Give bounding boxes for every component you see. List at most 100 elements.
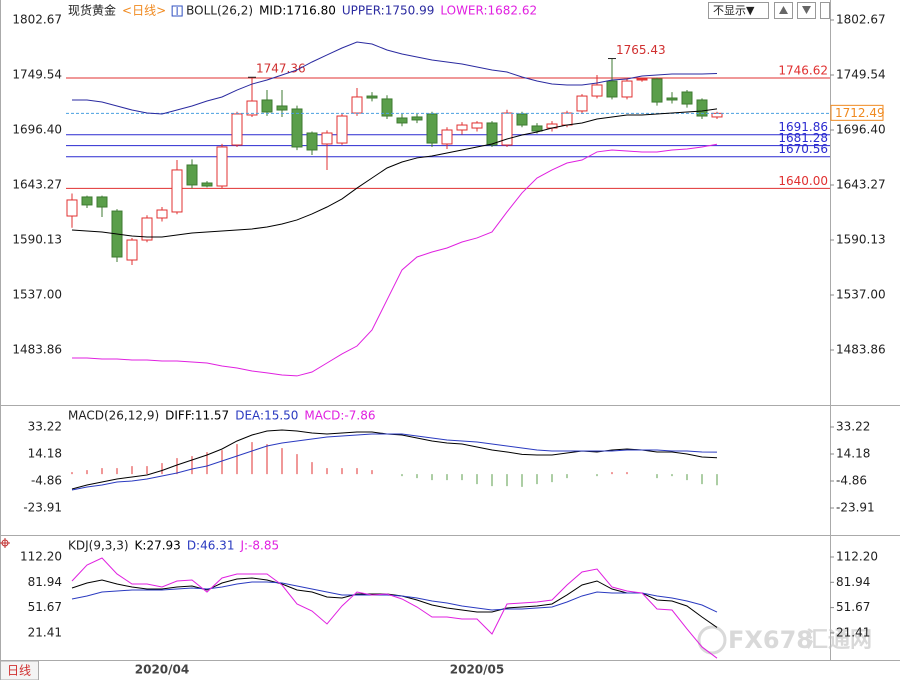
- series-line: [72, 41, 718, 115]
- candle-body: [606, 80, 618, 98]
- panel-title: 现货黄金: [68, 3, 116, 18]
- y-tick-label: 1537.00: [12, 287, 62, 301]
- annotation: 1765.43: [616, 43, 666, 57]
- y-tick-label: 81.94: [836, 575, 870, 589]
- indicator-label: BOLL(26,2): [186, 4, 253, 18]
- watermark: FX678 汇通网: [697, 625, 872, 655]
- candle-body: [351, 96, 363, 114]
- last-price-box: [830, 104, 884, 121]
- candle-body: [396, 117, 408, 124]
- candle-body: [291, 108, 303, 148]
- level-label: 1670.56: [778, 142, 828, 156]
- y-tick-label: 14.18: [28, 446, 62, 460]
- candle-body: [231, 113, 243, 146]
- panel: 112.20 112.20 81.94 81.94 51.67 51.67 21.41 21.…: [20, 539, 878, 659]
- crosshair-icon[interactable]: [0, 538, 10, 548]
- icon-down: [802, 6, 811, 14]
- y-tick-label: 1749.54: [12, 67, 62, 81]
- y-tick-label: 1749.54: [836, 67, 886, 81]
- candle-body: [681, 91, 693, 105]
- button-close[interactable]: [820, 2, 830, 19]
- series-line: [71, 557, 718, 659]
- y-tick-label: -4.86: [31, 473, 62, 487]
- y-tick-label: -23.91: [23, 501, 62, 515]
- y-tick-label: -4.86: [836, 473, 867, 487]
- watermark-text: 汇通网: [806, 628, 872, 653]
- candle-body: [141, 217, 153, 241]
- legend-entry: DEA:15.50: [235, 409, 298, 423]
- dropdown[interactable]: [708, 2, 769, 19]
- panel: 33.22 33.22 14.18 14.18 -4.86 -4.86 -23.91 -23.…: [23, 409, 874, 515]
- y-tick-label: 1590.13: [836, 232, 886, 246]
- y-tick-label: 21.41: [28, 625, 62, 639]
- candle-body: [561, 112, 573, 126]
- candle-body: [201, 182, 213, 187]
- level-label: 1681.28: [778, 131, 828, 145]
- panel-title: KDJ(9,3,3): [68, 539, 129, 553]
- y-tick-label: 1696.40: [836, 122, 886, 136]
- candle-body: [171, 169, 183, 213]
- candle-body: [456, 124, 468, 131]
- period-tab-label[interactable]: 日线: [7, 664, 31, 678]
- y-tick-label: 21.41: [836, 625, 870, 639]
- y-tick-label: 51.67: [28, 600, 62, 614]
- dropdown-label[interactable]: 不显示▼: [713, 4, 755, 17]
- candle-body: [321, 132, 333, 145]
- candle-body: [66, 199, 78, 217]
- x-tick-label: 2020/04: [135, 663, 189, 677]
- y-tick-label: 1802.67: [12, 12, 62, 26]
- panel-subtitle: <日线>: [122, 4, 166, 18]
- y-tick-label: 112.20: [20, 549, 62, 563]
- y-tick-label: 1483.86: [12, 342, 62, 356]
- candle-body: [126, 239, 138, 261]
- candle-body: [651, 78, 663, 103]
- legend-entry: D:46.31: [187, 539, 235, 553]
- candle-body: [576, 95, 588, 112]
- annotation: 1747.36: [256, 62, 306, 76]
- candle-body: [186, 164, 198, 186]
- candle-body: [216, 146, 228, 187]
- candle-body: [411, 116, 423, 121]
- candle-body: [156, 209, 168, 219]
- period-tab[interactable]: [0, 660, 39, 680]
- level-label: 1691.86: [778, 120, 828, 134]
- candle-body: [636, 78, 648, 81]
- candle-body: [381, 98, 393, 117]
- series-line: [71, 429, 718, 490]
- legend-entry: MACD:-7.86: [304, 409, 375, 423]
- y-tick-label: 81.94: [28, 575, 62, 589]
- y-tick-label: 33.22: [28, 419, 62, 433]
- candle-body: [246, 100, 258, 116]
- candle-body: [426, 113, 438, 144]
- candle-body: [276, 105, 288, 111]
- y-tick-label: 1643.27: [12, 177, 62, 191]
- y-tick-label: 51.67: [836, 600, 870, 614]
- legend-entry: J:-8.85: [239, 539, 279, 553]
- y-tick-label: 1696.40: [12, 122, 62, 136]
- series-line: [71, 581, 718, 613]
- panel-title: MACD(26,12,9): [68, 409, 159, 423]
- level-label: 1746.62: [778, 64, 828, 78]
- watermark-text: FX678: [728, 626, 813, 654]
- level-label: 1640.00: [778, 174, 828, 188]
- legend-entry: LOWER:1682.62: [440, 4, 537, 18]
- panel: 1802.67 1802.67 1749.54 1749.54 1696.40 1696.…: [12, 3, 886, 377]
- candle-body: [486, 122, 498, 146]
- candle-body: [621, 80, 633, 98]
- candle-body: [81, 196, 93, 206]
- candle-body: [696, 99, 708, 117]
- candle-body: [531, 125, 543, 132]
- x-tick-label: 2020/05: [450, 663, 504, 677]
- y-tick-label: -23.91: [836, 501, 875, 515]
- candle-body: [261, 99, 273, 113]
- y-tick-label: 1802.67: [836, 12, 886, 26]
- candle-body: [306, 132, 318, 151]
- candle-body: [96, 196, 108, 208]
- series-line: [71, 433, 718, 491]
- y-tick-label: 1483.86: [836, 342, 886, 356]
- y-tick-label: 1590.13: [12, 232, 62, 246]
- series-line: [71, 108, 718, 238]
- legend-entry: DIFF:11.57: [165, 409, 229, 423]
